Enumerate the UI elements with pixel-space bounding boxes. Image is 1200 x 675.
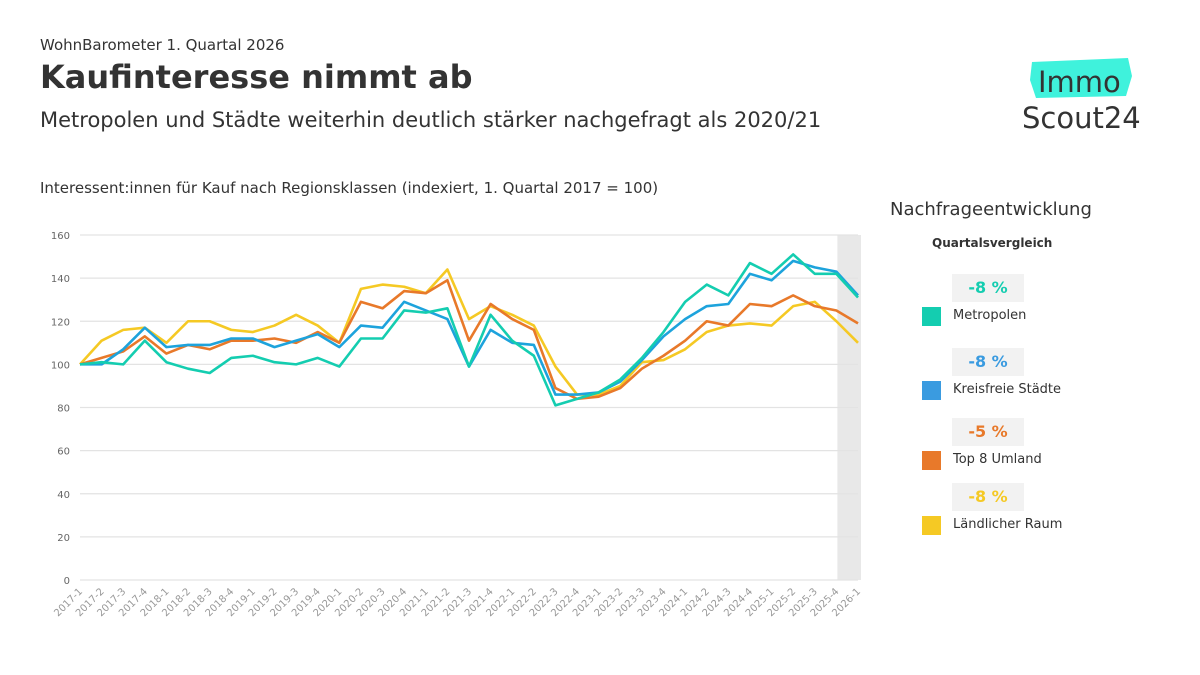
legend-label: Ländlicher Raum: [953, 517, 1063, 532]
legend-label: Metropolen: [953, 308, 1027, 323]
change-badge: -5 %: [952, 418, 1024, 446]
report-kicker: WohnBarometer 1. Quartal 2026: [40, 36, 285, 54]
legend-item: -8 % Metropolen: [920, 274, 1160, 334]
legend-item: -8 % Kreisfreie Städte: [920, 348, 1160, 408]
line-chart: 0204060801001201401602017-12017-22017-32…: [51, 231, 863, 619]
y-tick-label: 120: [51, 317, 70, 328]
y-tick-label: 140: [51, 274, 70, 285]
legend-swatch: [922, 307, 941, 326]
legend-label: Kreisfreie Städte: [953, 382, 1062, 397]
change-badge: -8 %: [952, 274, 1024, 302]
legend-subtitle: Quartalsvergleich: [932, 236, 1053, 250]
legend-label: Top 8 Umland: [953, 452, 1042, 467]
page-title: Kaufinteresse nimmt ab: [40, 58, 473, 96]
series-line-top-8-umland: [79, 278, 859, 401]
y-tick-label: 20: [57, 533, 70, 544]
y-tick-label: 40: [57, 490, 70, 501]
change-badge: -8 %: [952, 483, 1024, 511]
legend-swatch: [922, 381, 941, 400]
series-line-metropolen: [79, 253, 859, 407]
legend-swatch: [922, 516, 941, 535]
legend-title: Nachfrageentwicklung: [890, 199, 1092, 220]
y-tick-label: 0: [64, 576, 70, 587]
series-line-ländlicher-raum: [79, 268, 859, 396]
svg-text:Immo: Immo: [1038, 65, 1121, 99]
series-line-kreisfreie-städte: [80, 259, 859, 396]
y-tick-label: 160: [51, 231, 70, 242]
page-subtitle: Metropolen und Städte weiterhin deutlich…: [40, 108, 822, 132]
legend-item: -8 % Ländlicher Raum: [920, 483, 1160, 543]
y-tick-label: 60: [57, 447, 70, 458]
change-badge: -8 %: [952, 348, 1024, 376]
y-tick-label: 80: [57, 404, 70, 415]
chart-title: Interessent:innen für Kauf nach Regionsk…: [40, 179, 659, 197]
legend-swatch: [922, 451, 941, 470]
svg-text:Scout24: Scout24: [1022, 101, 1141, 135]
immoscout24-logo: Immo Scout24: [1022, 58, 1141, 135]
legend-item: -5 % Top 8 Umland: [920, 418, 1160, 478]
y-tick-label: 100: [51, 360, 70, 371]
